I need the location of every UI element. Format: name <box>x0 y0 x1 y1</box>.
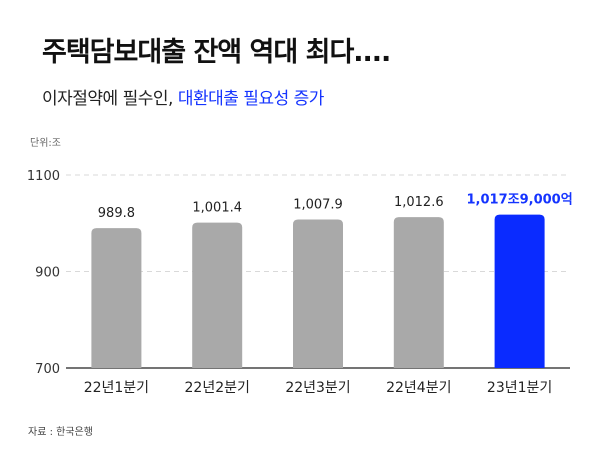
bar <box>91 228 142 368</box>
data-label: 989.8 <box>98 206 135 221</box>
x-tick-label: 22년4분기 <box>386 380 451 396</box>
chart-subtitle: 이자절약에 필수인, 대환대출 필요성 증가 <box>42 84 324 109</box>
data-label: 1,017조9,000억 <box>467 193 573 208</box>
y-tick-label: 700 <box>35 362 60 377</box>
unit-label: 단위:조 <box>30 138 61 149</box>
data-label: 1,012.6 <box>394 195 444 210</box>
x-tick-label: 22년1분기 <box>84 380 149 396</box>
subtitle-plain: 이자절약에 필수인, <box>42 89 178 109</box>
bar <box>293 219 343 368</box>
bar <box>192 222 243 368</box>
source-label: 자료 : 한국은행 <box>28 427 93 438</box>
chart-title: 주택담보대출 잔액 역대 최다.... <box>42 37 391 68</box>
y-tick-label: 1100 <box>27 169 60 184</box>
x-tick-label: 22년2분기 <box>185 380 250 396</box>
x-tick-label: 22년3분기 <box>285 380 350 396</box>
x-tick-label: 23년1분기 <box>487 380 552 396</box>
data-label: 1,001.4 <box>192 201 242 216</box>
bar <box>393 217 444 368</box>
y-tick-label: 900 <box>35 266 60 281</box>
subtitle-highlight: 대환대출 필요성 증가 <box>177 89 325 109</box>
data-label: 1,007.9 <box>293 197 343 212</box>
bar <box>494 214 545 368</box>
